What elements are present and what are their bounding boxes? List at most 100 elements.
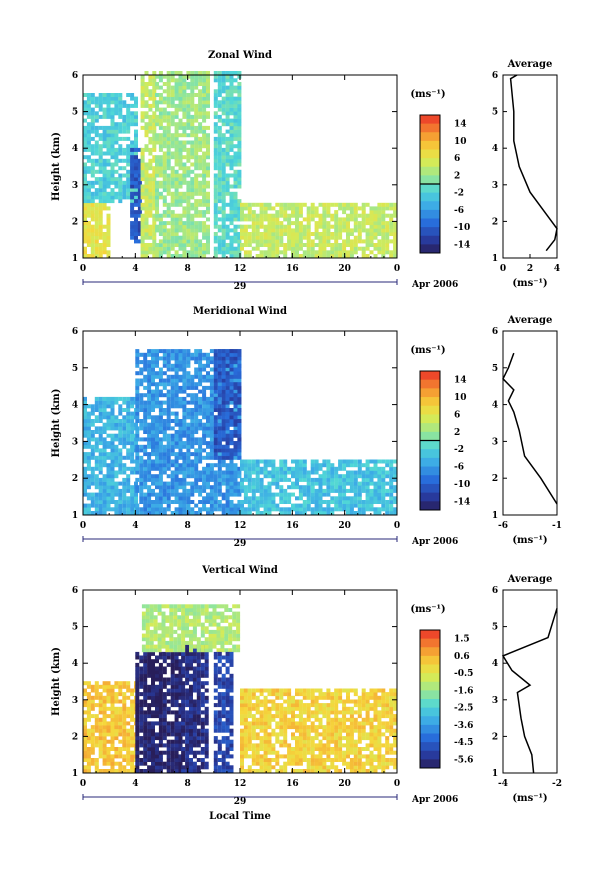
- heatmap-cell: [222, 104, 226, 108]
- heatmap-cell: [194, 463, 198, 467]
- heatmap-cell: [130, 152, 134, 156]
- heatmap-cell: [202, 434, 206, 438]
- heatmap-cell: [141, 126, 145, 130]
- heatmap-cell: [118, 482, 122, 486]
- x-tick-label: 0: [394, 521, 400, 531]
- heatmap-cell: [147, 441, 151, 445]
- heatmap-cell: [155, 430, 159, 434]
- heatmap-cell: [130, 195, 134, 199]
- heatmap-cell: [234, 467, 238, 471]
- heatmap-cell: [206, 474, 210, 478]
- heatmap-cell: [159, 426, 163, 430]
- heatmap-cell: [202, 126, 206, 130]
- heatmap-cell: [322, 228, 326, 232]
- heatmap-cell: [206, 163, 210, 167]
- heatmap-cell: [114, 152, 118, 156]
- heatmap-cell: [175, 115, 179, 119]
- heatmap-cell: [381, 250, 385, 254]
- heatmap-cell: [107, 434, 111, 438]
- heatmap-cell: [167, 203, 171, 207]
- heatmap-cell: [179, 89, 183, 93]
- heatmap-cell: [226, 115, 230, 119]
- heatmap-cell: [107, 681, 111, 685]
- heatmap-cell: [163, 448, 167, 452]
- heatmap-cell: [194, 177, 198, 181]
- heatmap-cell: [87, 426, 91, 430]
- x-tick-label: 0: [80, 264, 86, 274]
- heatmap-cell: [202, 152, 206, 156]
- heatmap-cell: [171, 192, 175, 196]
- heatmap-cell: [122, 195, 126, 199]
- heatmap-cell: [279, 478, 283, 482]
- heatmap-cell: [99, 148, 103, 152]
- heatmap-cell: [151, 371, 155, 375]
- heatmap-cell: [87, 97, 91, 101]
- heatmap-cell: [126, 707, 130, 711]
- heatmap-cell: [141, 192, 145, 196]
- heatmap-cell: [107, 108, 111, 112]
- heatmap-cell: [103, 448, 107, 452]
- heatmap-cell: [307, 225, 311, 229]
- heatmap-cell: [198, 188, 202, 192]
- heatmap-cell: [175, 217, 179, 221]
- heatmap-cell: [194, 250, 198, 254]
- heatmap-cell: [126, 163, 130, 167]
- heatmap-cell: [234, 250, 238, 254]
- heatmap-cell: [279, 511, 283, 515]
- heatmap-cell: [163, 228, 167, 232]
- heatmap-cell: [87, 133, 91, 137]
- heatmap-cell: [214, 368, 218, 372]
- heatmap-cell: [91, 163, 95, 167]
- heatmap-cell: [234, 412, 238, 416]
- heatmap-cell: [91, 203, 95, 207]
- heatmap-cell: [358, 239, 362, 243]
- heatmap-cell: [163, 467, 167, 471]
- heatmap-cell: [148, 181, 152, 185]
- heatmap-cell: [330, 247, 334, 251]
- heatmap-cell: [194, 423, 198, 427]
- heatmap-cell: [179, 456, 183, 460]
- heatmap-cell: [366, 254, 370, 258]
- heatmap-cell: [147, 390, 151, 394]
- heatmap-cell: [83, 692, 87, 696]
- heatmap-cell: [139, 371, 143, 375]
- heatmap-cell: [175, 493, 179, 497]
- heatmap-cell: [175, 485, 179, 489]
- heatmap-cell: [226, 412, 230, 416]
- heatmap-cell: [179, 511, 183, 515]
- heatmap-cell: [237, 141, 241, 145]
- heatmap-cell: [135, 408, 139, 412]
- heatmap-cell: [99, 217, 103, 221]
- heatmap-cell: [198, 426, 202, 430]
- heatmap-cell: [147, 364, 151, 368]
- heatmap-cell: [118, 408, 122, 412]
- heatmap-cell: [126, 177, 130, 181]
- heatmap-cell: [179, 185, 183, 189]
- heatmap-cell: [147, 659, 151, 663]
- heatmap-cell: [240, 463, 244, 467]
- heatmap-cell: [139, 667, 143, 671]
- heatmap-cell: [194, 386, 198, 390]
- heatmap-cell: [230, 163, 234, 167]
- heatmap-cell: [234, 393, 238, 397]
- heatmap-cell: [134, 496, 138, 500]
- heatmap-cell: [311, 478, 315, 482]
- heatmap-cell: [342, 500, 346, 504]
- heatmap-cell: [171, 412, 175, 416]
- heatmap-cell: [248, 463, 252, 467]
- heatmap-cell: [107, 239, 111, 243]
- heatmap-cell: [103, 707, 107, 711]
- heatmap-cell: [385, 471, 389, 475]
- heatmap-cell: [350, 239, 354, 243]
- heatmap-cell: [107, 130, 111, 134]
- heatmap-cell: [107, 456, 111, 460]
- heatmap-cell: [185, 714, 189, 718]
- heatmap-cell: [326, 463, 330, 467]
- heatmap-cell: [87, 747, 91, 751]
- heatmap-cell: [163, 700, 167, 704]
- profile-y-tick-label: 4: [492, 401, 498, 411]
- colorbar-segment: [420, 124, 440, 133]
- heatmap-cell: [175, 725, 179, 729]
- heatmap-cell: [346, 214, 350, 218]
- heatmap-cell: [181, 740, 185, 744]
